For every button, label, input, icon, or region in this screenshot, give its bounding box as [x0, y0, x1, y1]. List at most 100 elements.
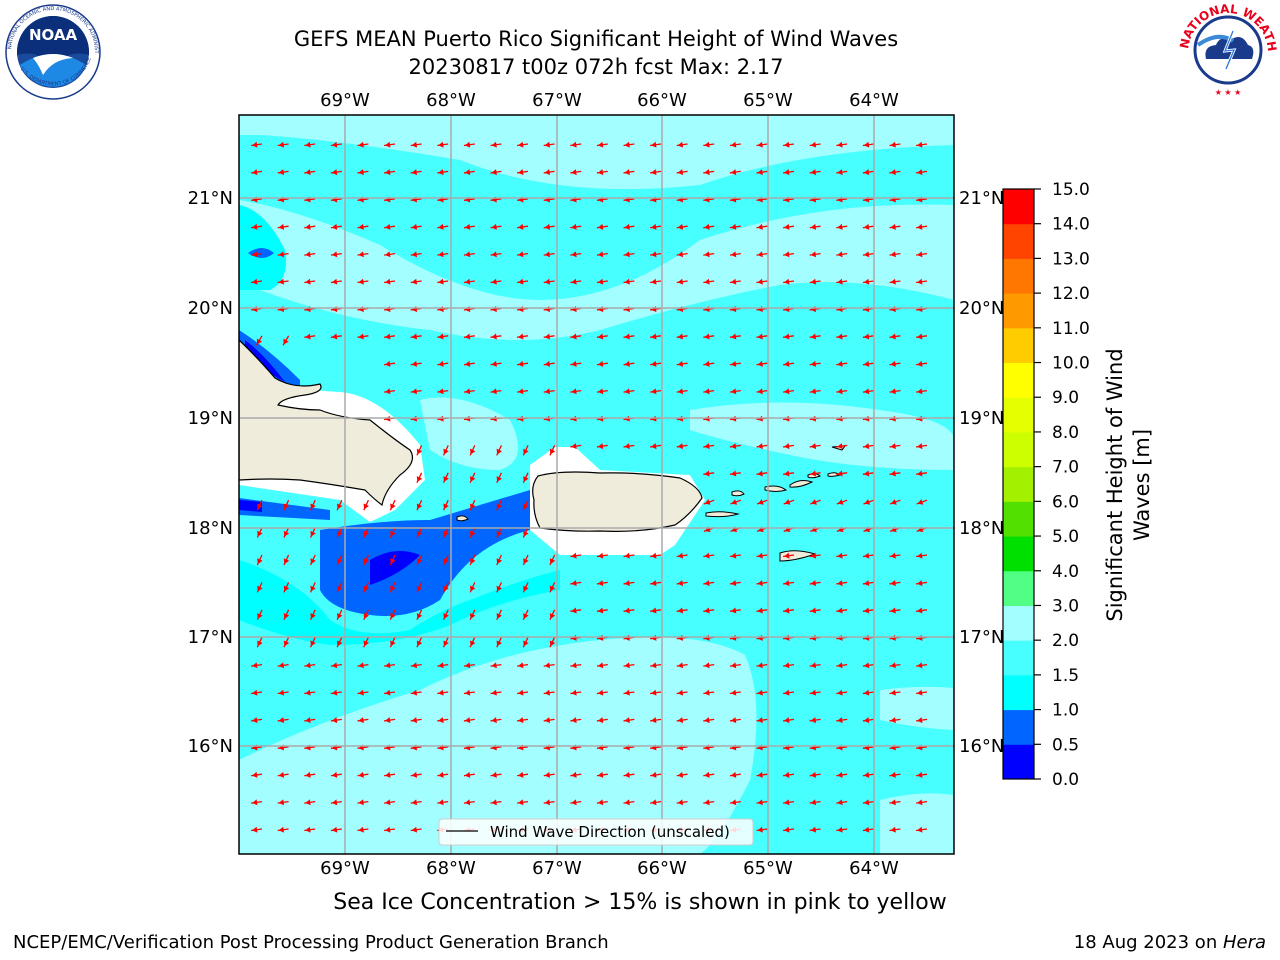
wave-direction-arrow [676, 689, 688, 696]
wave-direction-arrow [783, 251, 795, 258]
wave-direction-arrow [809, 333, 821, 340]
wave-direction-arrow [517, 251, 529, 258]
wave-direction-arrow [703, 552, 715, 559]
lat-label-left: 16°N [188, 736, 233, 757]
wave-direction-arrow [570, 443, 582, 450]
wave-direction-arrow [496, 609, 503, 621]
wave-direction-arrow [251, 141, 263, 148]
wave-direction-arrow [543, 662, 555, 669]
wave-direction-arrow [729, 443, 741, 450]
wave-direction-arrow [756, 251, 768, 258]
wave-direction-arrow [384, 223, 396, 230]
wave-direction-arrow [384, 141, 396, 148]
wave-direction-arrow [330, 799, 342, 806]
wave-direction-arrow [389, 636, 396, 648]
wave-direction-arrow [543, 799, 555, 806]
lat-label-left: 19°N [188, 408, 233, 429]
wave-direction-arrow [889, 580, 901, 587]
wave-direction-arrow [389, 582, 396, 593]
wave-band-north [239, 115, 954, 190]
svg-text:★ ★ ★: ★ ★ ★ [1215, 88, 1242, 97]
wave-direction-arrow [389, 554, 396, 566]
wave-direction-arrow [463, 662, 475, 669]
wave-direction-arrow [363, 636, 370, 648]
wave-direction-arrow [862, 580, 874, 587]
noaa-logo-text: NOAA [29, 26, 78, 44]
wave-direction-arrow [703, 799, 715, 806]
wave-direction-arrow [357, 771, 369, 778]
wave-direction-arrow [442, 445, 449, 456]
wave-direction-arrow [517, 662, 529, 669]
wave-direction-arrow [596, 388, 608, 395]
wave-direction-arrow [330, 169, 342, 176]
wave-direction-arrow [650, 552, 662, 559]
wave-direction-arrow [916, 223, 928, 230]
chart-title-line2: 20230817 t00z 072h fcst Max: 2.17 [408, 55, 784, 79]
lat-label-right: 17°N [959, 627, 1004, 648]
wave-direction-arrow [490, 689, 502, 696]
wave-direction-arrow [623, 580, 635, 587]
lat-label-right: 21°N [959, 188, 1004, 209]
wave-direction-arrow [463, 717, 475, 724]
wave-direction-arrow [357, 333, 369, 340]
wave-direction-arrow [809, 717, 821, 724]
wave-direction-arrow [703, 223, 715, 230]
wave-direction-arrow [469, 636, 476, 648]
wave-band-deep-south [370, 551, 420, 585]
wave-direction-arrow [889, 771, 901, 778]
wave-direction-arrow [783, 388, 795, 395]
wave-direction-arrow [304, 278, 316, 285]
wave-direction-arrow [703, 607, 715, 614]
lat-label-right: 20°N [959, 298, 1004, 319]
wave-direction-arrow [729, 223, 741, 230]
wave-direction-arrow [570, 251, 582, 258]
wave-direction-arrow [463, 360, 475, 367]
wave-direction-arrow [543, 251, 555, 258]
wave-direction-arrow [437, 141, 449, 148]
wave-direction-arrow [703, 470, 715, 477]
wave-direction-arrow [836, 470, 848, 477]
wave-direction-arrow [384, 662, 396, 669]
wave-direction-arrow [650, 771, 662, 778]
wave-direction-arrow [469, 472, 476, 484]
wave-direction-arrow [623, 689, 635, 696]
wave-direction-arrow [309, 554, 316, 566]
wave-direction-arrow [862, 388, 874, 395]
wave-direction-arrow [251, 169, 263, 176]
wave-direction-arrow [596, 607, 608, 614]
wave-direction-arrow [650, 607, 662, 614]
wave-direction-arrow [410, 169, 422, 176]
wave-direction-arrow [463, 278, 475, 285]
wave-direction-arrow [862, 251, 874, 258]
wave-direction-arrow [836, 388, 848, 395]
wave-direction-arrow [730, 499, 742, 505]
wave-direction-arrow [729, 360, 741, 367]
wave-direction-arrow [277, 799, 289, 806]
wave-direction-arrow [862, 689, 874, 696]
wave-direction-arrow [889, 223, 901, 230]
wave-direction-arrow [650, 251, 662, 258]
wave-direction-arrow [543, 717, 555, 724]
wave-direction-arrow [783, 470, 795, 477]
wave-direction-arrow [836, 580, 848, 587]
lon-label-top: 69°W [320, 90, 370, 111]
wave-direction-arrow [596, 799, 608, 806]
wave-direction-arrow [336, 636, 343, 648]
wave-direction-arrow [729, 470, 741, 477]
lon-label-bottom: 65°W [743, 858, 793, 879]
wave-direction-arrow [496, 472, 503, 484]
wave-direction-arrow [357, 826, 369, 833]
wave-direction-arrow [809, 141, 821, 148]
wave-direction-arrow [889, 360, 901, 367]
wave-direction-arrow [783, 552, 795, 559]
wave-band-deep-west [245, 340, 285, 382]
lat-label-right: 18°N [959, 518, 1004, 539]
lon-label-bottom: 67°W [532, 858, 582, 879]
wave-direction-arrow [517, 717, 529, 724]
wave-direction-arrow [283, 636, 290, 648]
wave-direction-arrow [889, 169, 901, 176]
wave-direction-arrow [277, 771, 289, 778]
wave-direction-arrow [916, 580, 928, 587]
wave-direction-arrow [463, 333, 475, 340]
